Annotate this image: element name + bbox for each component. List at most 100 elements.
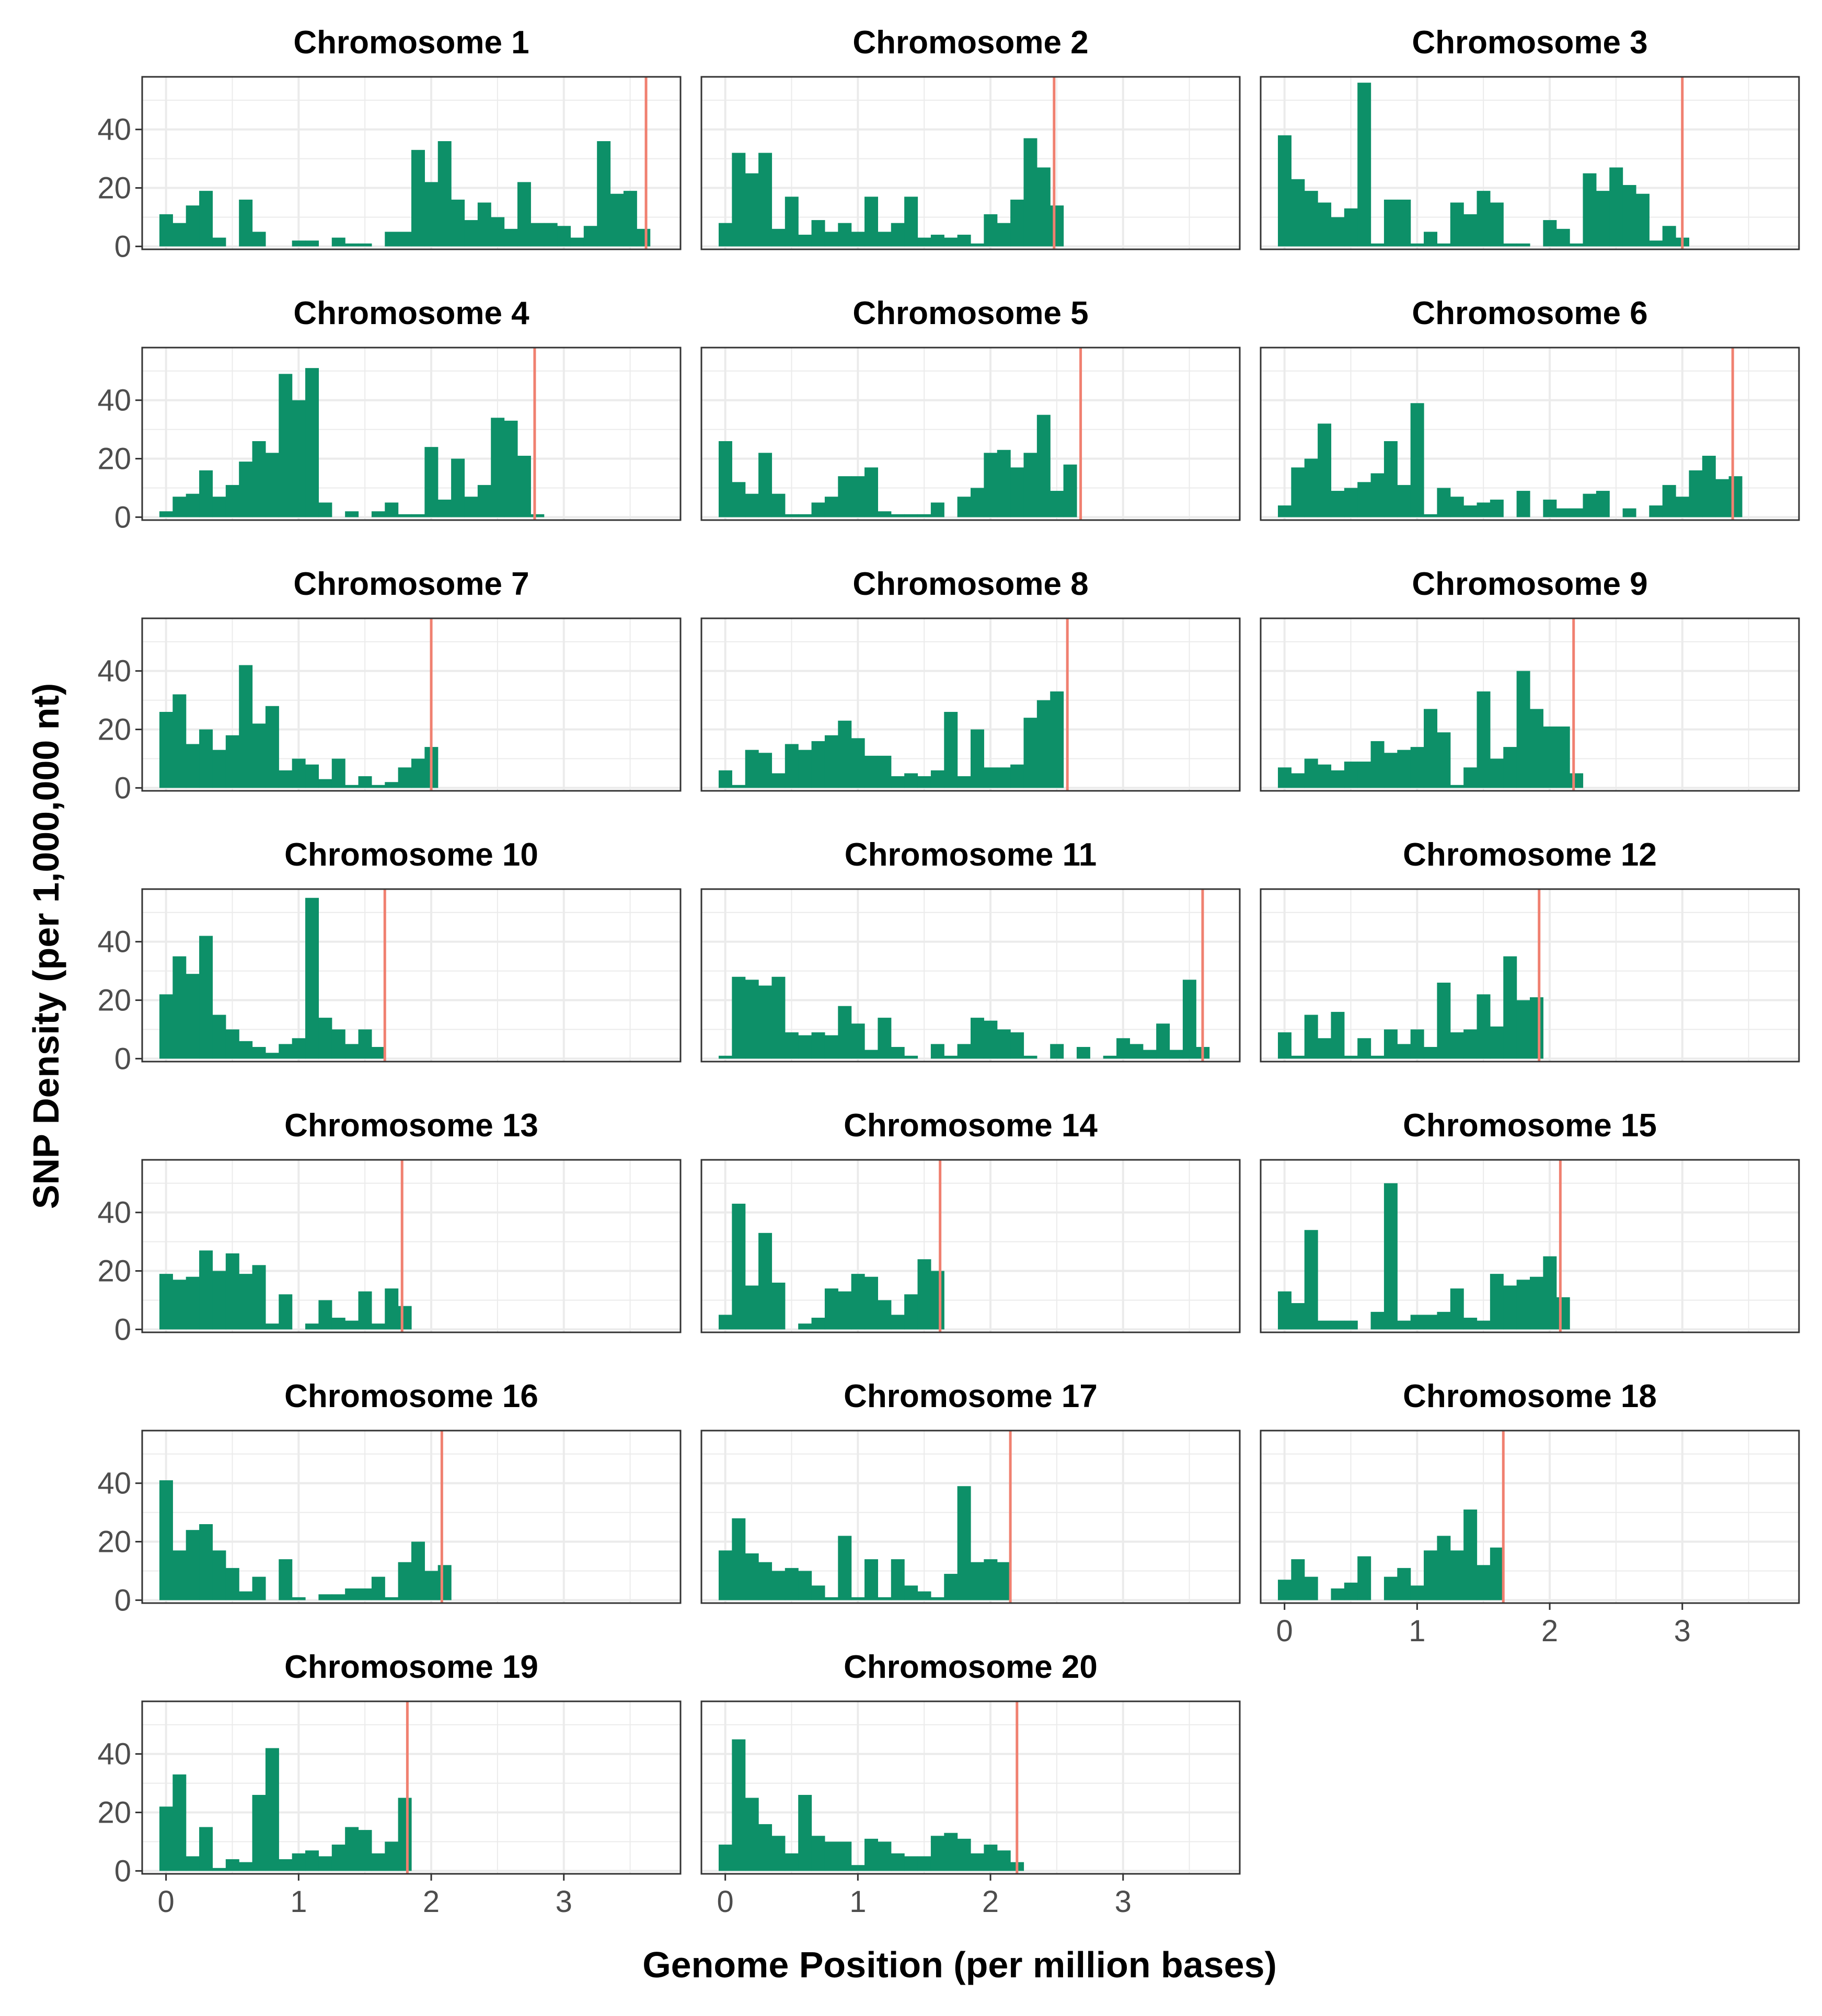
histogram-bar <box>851 1597 865 1600</box>
histogram-bar <box>252 1576 266 1600</box>
histogram-bar <box>851 476 865 517</box>
histogram-bar <box>1516 491 1530 517</box>
histogram-bar <box>1570 243 1584 247</box>
panel-border <box>141 347 682 521</box>
histogram-bar <box>159 511 173 517</box>
histogram-bar <box>891 514 905 517</box>
histogram-bar <box>1556 508 1570 517</box>
histogram-bar <box>318 1018 332 1059</box>
histogram-bar <box>451 458 465 517</box>
histogram-bar <box>1344 1055 1358 1059</box>
histogram-bar <box>971 243 984 247</box>
histogram-bar <box>305 240 319 247</box>
histogram-bar <box>864 1559 879 1600</box>
histogram-bar <box>971 488 984 517</box>
histogram-bar <box>1715 479 1729 517</box>
histogram-bar <box>265 453 279 517</box>
histogram-bar <box>997 1029 1011 1059</box>
histogram-bar <box>811 220 825 247</box>
facet-panel: Chromosome 18 0 1 2 3 <box>1260 1378 1800 1648</box>
histogram-bar <box>718 223 732 247</box>
histogram-bar <box>623 191 637 247</box>
histogram-bar <box>1277 767 1291 788</box>
histogram-bar <box>971 1562 984 1600</box>
histogram-bar <box>252 1265 266 1330</box>
histogram-bar <box>305 368 319 517</box>
histogram-bar <box>1383 1029 1398 1059</box>
histogram-bar <box>398 1798 412 1871</box>
facet-panel: Chromosome 16 0 20 40 <box>97 1378 682 1617</box>
panel-border <box>700 1700 1241 1875</box>
histogram-bar <box>1291 179 1305 247</box>
y-tick-label: 40 <box>97 925 131 959</box>
histogram-bar <box>1050 1044 1064 1059</box>
histogram-bar <box>1010 1032 1024 1059</box>
histogram-bar <box>811 1318 825 1330</box>
histogram-bar <box>811 1032 825 1059</box>
histogram-bar <box>997 767 1011 788</box>
histogram-bar <box>1570 773 1584 788</box>
y-tick-label: 40 <box>97 654 131 688</box>
histogram-bar <box>1103 1055 1117 1059</box>
histogram-bar <box>891 1047 905 1059</box>
histogram-bar <box>1023 453 1037 517</box>
facet-title: Chromosome 18 <box>1403 1378 1657 1414</box>
histogram-bar <box>358 1291 372 1330</box>
x-axis-title: Genome Position (per million bases) <box>642 1944 1277 1985</box>
histogram-bar <box>225 1568 239 1600</box>
histogram-bar <box>1662 226 1676 247</box>
histogram-bar <box>1116 1038 1131 1059</box>
facet-panel: Chromosome 15 <box>1260 1108 1800 1333</box>
histogram-bar <box>745 750 759 788</box>
facet-panel: Chromosome 17 <box>700 1378 1241 1604</box>
histogram-bar <box>758 1824 772 1871</box>
histogram-bar <box>944 1055 958 1059</box>
histogram-bar <box>891 1853 905 1871</box>
histogram-bar <box>1503 956 1517 1059</box>
histogram-bar <box>186 744 200 788</box>
histogram-bar <box>172 497 187 517</box>
histogram-bar <box>1516 243 1530 247</box>
histogram-bar <box>838 476 852 517</box>
histogram-bar <box>1383 199 1398 247</box>
histogram-bar <box>771 1282 786 1330</box>
histogram-bar <box>904 773 918 788</box>
histogram-bar <box>917 1591 931 1600</box>
histogram-bar <box>732 482 746 517</box>
histogram-bar <box>1331 1588 1345 1600</box>
histogram-bar <box>225 1253 239 1330</box>
histogram-bar <box>891 1559 905 1600</box>
histogram-bar <box>252 1047 266 1059</box>
histogram-bar <box>424 1571 439 1600</box>
histogram-bar <box>1277 1291 1291 1330</box>
histogram-bar <box>785 1032 799 1059</box>
histogram-bar <box>1383 1183 1398 1330</box>
histogram-bar <box>1622 185 1636 247</box>
histogram-bar <box>1397 750 1411 788</box>
histogram-bar <box>637 228 651 247</box>
panel-border <box>141 76 682 250</box>
histogram-bar <box>398 1306 412 1330</box>
facet-title: Chromosome 1 <box>293 25 529 61</box>
histogram-bar <box>358 1029 372 1059</box>
histogram-bar <box>971 1853 984 1871</box>
facet-panel: Chromosome 5 <box>700 295 1241 521</box>
histogram-bar <box>1036 700 1051 788</box>
histogram-bar <box>225 1029 239 1059</box>
histogram-bar <box>997 450 1011 517</box>
histogram-bar <box>1357 1038 1371 1059</box>
histogram-bar <box>1050 691 1064 788</box>
histogram-bar <box>1424 232 1438 247</box>
facet-title: Chromosome 7 <box>293 566 529 602</box>
histogram-bar <box>1689 470 1703 517</box>
histogram-bar <box>172 1550 187 1600</box>
facet-title: Chromosome 9 <box>1412 566 1647 602</box>
histogram-bar <box>1530 997 1543 1059</box>
histogram-bar <box>930 235 944 247</box>
histogram-bar <box>878 232 892 247</box>
histogram-bar <box>159 994 173 1059</box>
histogram-bar <box>917 1856 931 1871</box>
histogram-bar <box>1410 243 1424 247</box>
histogram-bar <box>851 1023 865 1059</box>
histogram-bar <box>186 493 200 517</box>
